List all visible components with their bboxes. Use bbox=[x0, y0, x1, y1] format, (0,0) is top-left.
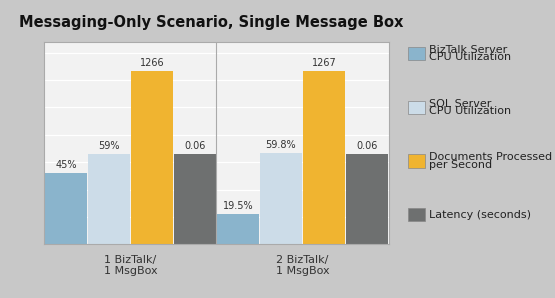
Text: CPU Utilization: CPU Utilization bbox=[429, 106, 511, 116]
Text: 0.06: 0.06 bbox=[356, 141, 378, 151]
Bar bbox=[131, 71, 173, 244]
Bar bbox=[217, 214, 259, 244]
Text: Documents Processed: Documents Processed bbox=[429, 152, 552, 162]
Text: 59%: 59% bbox=[98, 141, 120, 151]
Text: 59.8%: 59.8% bbox=[266, 140, 296, 150]
Text: 19.5%: 19.5% bbox=[223, 201, 253, 211]
Bar bbox=[45, 173, 87, 244]
Bar bbox=[303, 71, 345, 244]
Text: per Second: per Second bbox=[429, 160, 492, 170]
Bar bbox=[346, 154, 388, 244]
Text: Latency (seconds): Latency (seconds) bbox=[429, 209, 531, 220]
Text: 1266: 1266 bbox=[140, 58, 164, 68]
Text: 0.06: 0.06 bbox=[184, 141, 206, 151]
Text: SQL Server: SQL Server bbox=[429, 99, 492, 108]
Text: 45%: 45% bbox=[55, 160, 77, 170]
Text: CPU Utilization: CPU Utilization bbox=[429, 52, 511, 62]
Text: Messaging-Only Scenario, Single Message Box: Messaging-Only Scenario, Single Message … bbox=[19, 15, 403, 30]
Text: 1267: 1267 bbox=[311, 58, 336, 68]
Bar bbox=[260, 153, 302, 244]
Bar bbox=[174, 154, 216, 244]
Bar bbox=[88, 154, 130, 244]
Text: BizTalk Server: BizTalk Server bbox=[429, 45, 507, 55]
